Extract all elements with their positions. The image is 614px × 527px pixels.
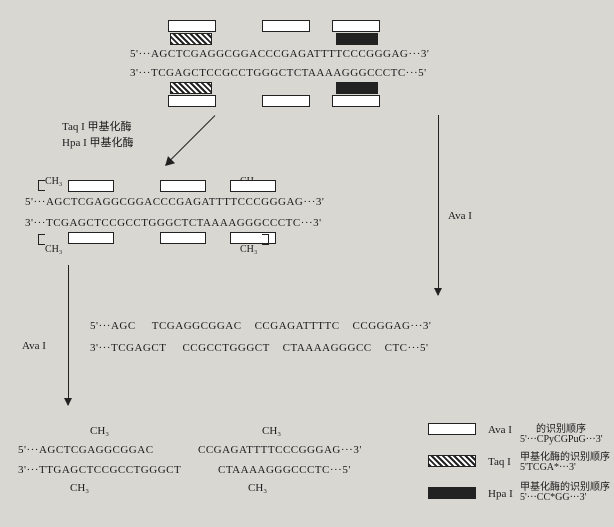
box-ava (262, 20, 310, 32)
legend-ava: Ava I (428, 420, 512, 438)
ch3-label: CH₃ (248, 482, 267, 494)
box-hpa (336, 82, 378, 94)
box-ava (332, 95, 380, 107)
box-ava (168, 20, 216, 32)
box-taq (170, 33, 212, 45)
box-ava (68, 232, 114, 244)
taq-label: Taq I 甲基化酶 (62, 118, 132, 134)
legend-box-hpa (428, 487, 476, 499)
legend-hpa: Hpa I (428, 484, 513, 502)
legend-hpa-desc: 甲基化酶的识别顺序 (520, 478, 610, 493)
right-result-1: 5'···AGC TCGAGGCGGAC CCGAGATTTTC CCGGGAG… (90, 320, 431, 332)
top-seq-53: 5'···AGCTCGAGGCGGACCCGAGATTTTCCCGGGAG···… (130, 48, 429, 60)
right-result-2: 3'···TCGAGCT CCGCCTGGGCT CTAAAAGGGCC CTC… (90, 342, 429, 354)
ch3-label: CH₃ (70, 482, 89, 494)
ch3-label: CH₃ (90, 425, 109, 437)
legend-taq: Taq I (428, 452, 511, 470)
legend-taq-seq: 5'TCGA*···3' (520, 462, 576, 473)
box-taq (170, 82, 212, 94)
box-ava (160, 232, 206, 244)
left-seq-35: 3'···TCGAGCTCCGCCTGGGCTCTAAAAGGGCCCTC···… (25, 217, 322, 229)
bracket (262, 234, 269, 245)
ch3-label: CH₃ (45, 176, 62, 187)
ava-left-label: Ava I (22, 340, 46, 352)
legend-hpa-name: Hpa I (488, 488, 513, 500)
box-ava (168, 95, 216, 107)
arrow-ava-left (68, 265, 69, 405)
box-hpa (336, 33, 378, 45)
arrow-to-left (165, 115, 215, 165)
bracket (38, 180, 45, 191)
box-ava (160, 180, 206, 192)
box-ava (68, 180, 114, 192)
bracket (38, 234, 45, 245)
ch3-label: CH₃ (262, 425, 281, 437)
legend-ava-seq: 5'···CPyCGPuG···3' (520, 434, 603, 445)
legend-box-ava (428, 423, 476, 435)
left-result-1b: CCGAGATTTTCCCGGGAG···3' (198, 444, 362, 456)
ch3-label: CH₃ (240, 244, 257, 255)
legend-taq-name: Taq I (488, 456, 511, 468)
ch3-label: CH₃ (45, 244, 62, 255)
box-ava (230, 180, 276, 192)
left-seq-53: 5'···AGCTCGAGGCGGACCCGAGATTTTCCCGGGAG···… (25, 196, 324, 208)
box-ava (332, 20, 380, 32)
box-ava (262, 95, 310, 107)
arrow-ava-right (438, 115, 439, 295)
legend-taq-desc: 甲基化酶的识别顺序 (520, 448, 610, 463)
box-ava (230, 232, 276, 244)
left-result-1a: 5'···AGCTCGAGGCGGAC (18, 444, 154, 456)
hpa-label: Hpa I 甲基化酶 (62, 134, 134, 150)
legend-ava-desc: 的识别顺序 (536, 420, 586, 435)
legend-box-taq (428, 455, 476, 467)
left-result-2a: 3'···TTGAGCTCCGCCTGGGCT (18, 464, 181, 476)
top-seq-35: 3'···TCGAGCTCCGCCTGGGCTCTAAAAGGGCCCTC···… (130, 67, 427, 79)
legend-hpa-seq: 5'···CC*GG···3' (520, 492, 586, 503)
legend-ava-name: Ava I (488, 424, 512, 436)
left-result-2b: CTAAAAGGGCCCTC···5' (218, 464, 351, 476)
ava-right-label: Ava I (448, 210, 472, 222)
